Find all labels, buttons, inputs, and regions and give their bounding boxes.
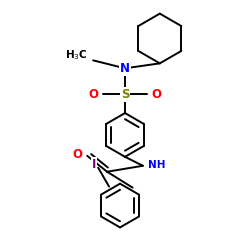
Text: NH: NH xyxy=(148,160,165,170)
Text: O: O xyxy=(72,148,82,161)
Text: H$_3$C: H$_3$C xyxy=(64,48,87,62)
Text: O: O xyxy=(88,88,98,101)
Text: I: I xyxy=(92,158,96,171)
Text: S: S xyxy=(121,88,129,101)
Text: O: O xyxy=(152,88,162,101)
Text: N: N xyxy=(120,62,130,75)
